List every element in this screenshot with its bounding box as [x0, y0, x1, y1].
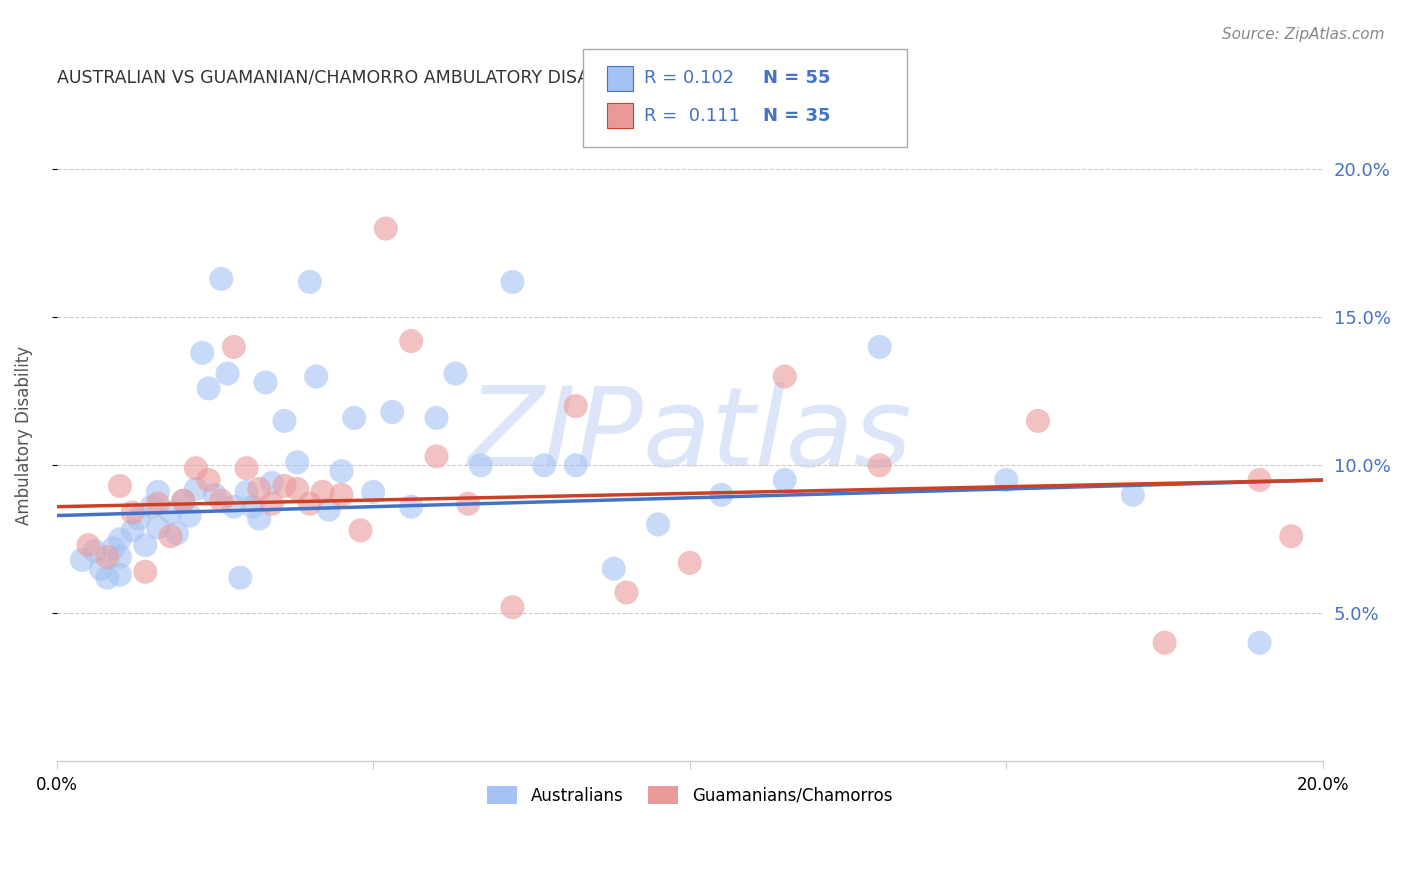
Australians — [318, 502, 340, 516]
Guamanians/Chamorros — [235, 461, 257, 475]
Text: N = 35: N = 35 — [763, 107, 831, 125]
Australians — [134, 538, 156, 552]
Guamanians/Chamorros — [247, 482, 270, 496]
Australians — [470, 458, 492, 473]
Guamanians/Chamorros — [273, 479, 295, 493]
Australians — [179, 508, 201, 523]
Y-axis label: Ambulatory Disability: Ambulatory Disability — [15, 346, 32, 525]
Guamanians/Chamorros — [1249, 473, 1271, 487]
Guamanians/Chamorros — [134, 565, 156, 579]
Guamanians/Chamorros — [457, 497, 479, 511]
Australians — [305, 369, 328, 384]
Australians — [146, 520, 169, 534]
Australians — [103, 541, 125, 555]
Text: N = 55: N = 55 — [763, 70, 831, 87]
Australians — [242, 500, 264, 514]
Australians — [191, 346, 214, 360]
Guamanians/Chamorros — [172, 493, 194, 508]
Guamanians/Chamorros — [77, 538, 100, 552]
Australians — [229, 571, 252, 585]
Australians — [108, 549, 131, 564]
Australians — [565, 458, 588, 473]
Guamanians/Chamorros — [260, 497, 283, 511]
Australians — [869, 340, 891, 354]
Australians — [647, 517, 669, 532]
Australians — [773, 473, 796, 487]
Australians — [204, 488, 226, 502]
Guamanians/Chamorros — [298, 497, 321, 511]
Australians — [343, 411, 366, 425]
Guamanians/Chamorros — [184, 461, 207, 475]
Guamanians/Chamorros — [501, 600, 523, 615]
Guamanians/Chamorros — [108, 479, 131, 493]
Guamanians/Chamorros — [565, 399, 588, 413]
Guamanians/Chamorros — [679, 556, 702, 570]
Guamanians/Chamorros — [425, 450, 447, 464]
Guamanians/Chamorros — [349, 524, 371, 538]
Australians — [444, 367, 467, 381]
Guamanians/Chamorros — [311, 484, 333, 499]
Australians — [90, 562, 112, 576]
Australians — [121, 524, 143, 538]
Guamanians/Chamorros — [146, 497, 169, 511]
Australians — [217, 367, 239, 381]
Australians — [1122, 488, 1144, 502]
Australians — [209, 272, 232, 286]
Australians — [330, 464, 353, 478]
Guamanians/Chamorros — [1026, 414, 1049, 428]
Australians — [995, 473, 1018, 487]
Australians — [235, 484, 257, 499]
Text: AUSTRALIAN VS GUAMANIAN/CHAMORRO AMBULATORY DISABILITY CORRELATION CHART: AUSTRALIAN VS GUAMANIAN/CHAMORRO AMBULAT… — [56, 69, 837, 87]
Guamanians/Chamorros — [222, 340, 245, 354]
Australians — [96, 571, 118, 585]
Australians — [141, 500, 163, 514]
Australians — [166, 526, 188, 541]
Australians — [399, 500, 422, 514]
Guamanians/Chamorros — [869, 458, 891, 473]
Australians — [603, 562, 626, 576]
Guamanians/Chamorros — [96, 549, 118, 564]
Australians — [197, 381, 219, 395]
Australians — [533, 458, 555, 473]
Australians — [146, 484, 169, 499]
Australians — [247, 511, 270, 525]
Australians — [425, 411, 447, 425]
Australians — [361, 484, 384, 499]
Australians — [381, 405, 404, 419]
Guamanians/Chamorros — [330, 488, 353, 502]
Australians — [260, 475, 283, 490]
Guamanians/Chamorros — [374, 221, 396, 235]
Guamanians/Chamorros — [1279, 529, 1302, 543]
Australians — [83, 544, 105, 558]
Australians — [159, 506, 181, 520]
Australians — [254, 376, 277, 390]
Australians — [70, 553, 93, 567]
Australians — [128, 511, 150, 525]
Australians — [222, 500, 245, 514]
Australians — [108, 567, 131, 582]
Australians — [501, 275, 523, 289]
Text: Source: ZipAtlas.com: Source: ZipAtlas.com — [1222, 27, 1385, 42]
Guamanians/Chamorros — [121, 506, 143, 520]
Australians — [1249, 636, 1271, 650]
Guamanians/Chamorros — [1153, 636, 1175, 650]
Australians — [273, 414, 295, 428]
Guamanians/Chamorros — [209, 493, 232, 508]
Guamanians/Chamorros — [285, 482, 308, 496]
Guamanians/Chamorros — [616, 585, 638, 599]
Guamanians/Chamorros — [773, 369, 796, 384]
Australians — [108, 533, 131, 547]
Text: R = 0.102: R = 0.102 — [644, 70, 734, 87]
Guamanians/Chamorros — [399, 334, 422, 348]
Guamanians/Chamorros — [159, 529, 181, 543]
Australians — [172, 493, 194, 508]
Legend: Australians, Guamanians/Chamorros: Australians, Guamanians/Chamorros — [481, 780, 898, 812]
Australians — [285, 455, 308, 469]
Australians — [298, 275, 321, 289]
Australians — [710, 488, 733, 502]
Guamanians/Chamorros — [197, 473, 219, 487]
Text: ZIPatlas: ZIPatlas — [468, 382, 912, 489]
Australians — [184, 482, 207, 496]
Text: R =  0.111: R = 0.111 — [644, 107, 740, 125]
